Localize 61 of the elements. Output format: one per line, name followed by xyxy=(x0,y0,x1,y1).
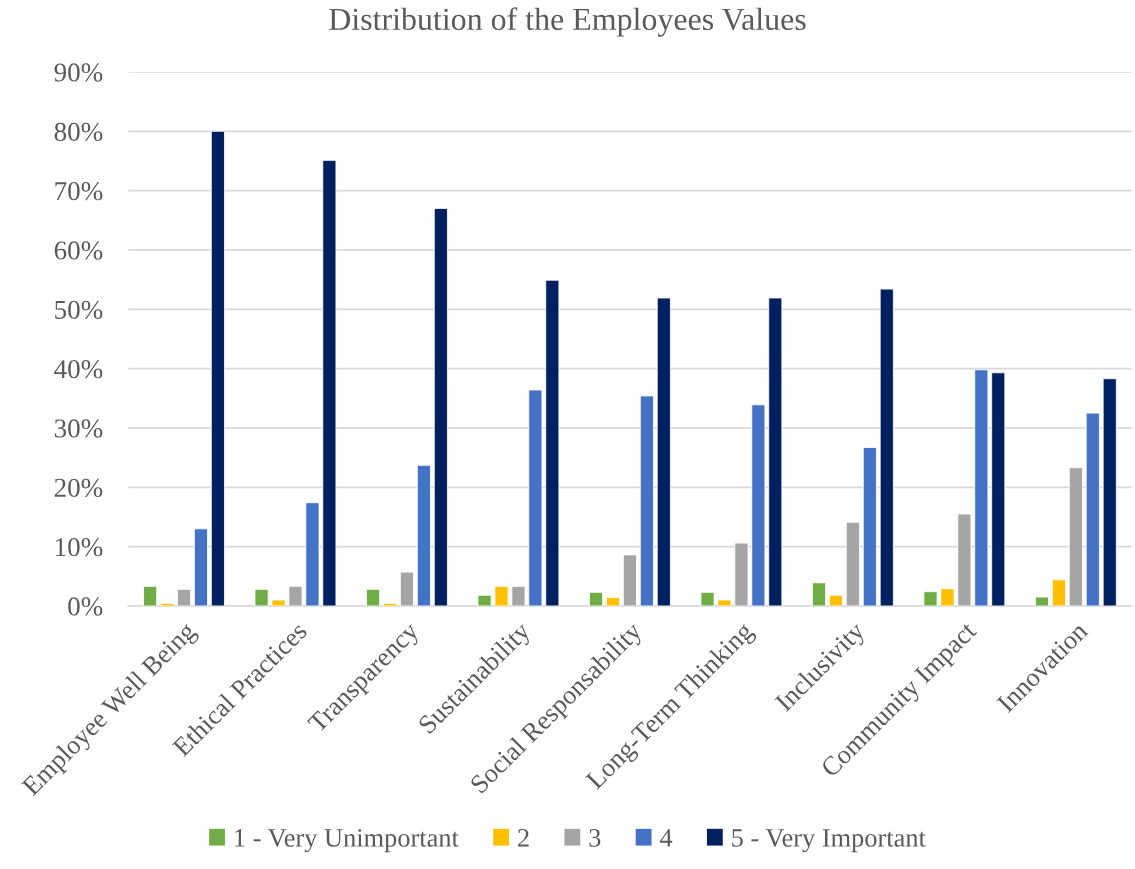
y-tick-label: 10% xyxy=(55,538,103,557)
bar xyxy=(416,464,431,606)
bar xyxy=(383,603,398,606)
bar xyxy=(477,594,492,606)
bar xyxy=(366,588,381,606)
bar xyxy=(271,599,286,606)
bar xyxy=(193,528,208,606)
y-tick-label: 90% xyxy=(54,63,103,82)
bar xyxy=(210,130,225,606)
bar xyxy=(639,395,654,606)
bar xyxy=(862,447,877,606)
bar xyxy=(622,554,637,606)
bar xyxy=(845,521,860,606)
bar xyxy=(1034,596,1049,606)
bar xyxy=(879,288,894,606)
y-tick-label: 0% xyxy=(68,597,103,616)
bar xyxy=(177,588,191,606)
bar xyxy=(528,389,543,606)
bar xyxy=(288,585,303,606)
legend-label: 1 - Very Unimportant xyxy=(235,829,459,853)
bar xyxy=(511,585,526,606)
bar xyxy=(545,279,560,606)
legend-label: 5 - Very Important xyxy=(732,829,926,853)
bar xyxy=(1085,412,1100,606)
bar xyxy=(254,588,269,606)
y-tick-label: 50% xyxy=(55,300,103,320)
legend-label: 3 xyxy=(589,829,601,847)
bar xyxy=(991,372,1006,606)
bar xyxy=(399,571,414,606)
bar xyxy=(605,597,620,606)
y-tick-label: 70% xyxy=(55,182,103,201)
bar xyxy=(305,502,320,606)
y-tick-label: 40% xyxy=(54,360,103,379)
bar xyxy=(589,591,604,606)
legend-label: 2 xyxy=(518,829,529,847)
bar xyxy=(656,297,671,606)
bar xyxy=(494,585,509,606)
bar xyxy=(923,591,938,606)
bar xyxy=(160,603,175,606)
bar xyxy=(812,582,826,606)
bar xyxy=(828,594,843,606)
legend-label: 4 xyxy=(659,829,673,847)
y-tick-label: 60% xyxy=(54,241,103,260)
bar xyxy=(957,513,972,606)
bar xyxy=(717,599,732,606)
y-tick-label: 30% xyxy=(54,419,103,438)
bar xyxy=(143,585,158,606)
bar xyxy=(322,159,337,606)
bar xyxy=(1051,579,1066,606)
y-tick-label: 80% xyxy=(54,122,103,142)
y-tick-label: 20% xyxy=(54,478,103,498)
bar xyxy=(751,404,766,606)
chart-title: Distribution of the Employees Values xyxy=(329,7,806,37)
bar xyxy=(1102,378,1117,606)
bar xyxy=(974,369,989,606)
bar xyxy=(433,208,448,606)
bar xyxy=(734,542,749,606)
bar xyxy=(1068,467,1083,606)
bar xyxy=(768,297,783,606)
bar xyxy=(700,591,715,606)
bar xyxy=(940,588,955,606)
